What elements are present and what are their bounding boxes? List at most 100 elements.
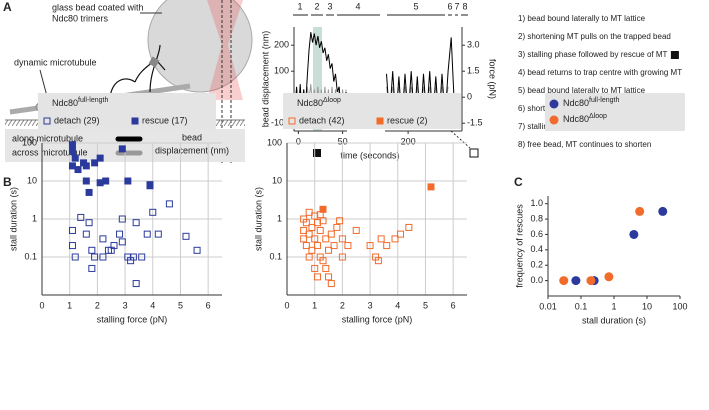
legend-marker <box>376 117 384 125</box>
x-tick-label: 3 <box>368 300 373 310</box>
schematic: glass bead coated with Ndc80 trimers dyn… <box>5 0 253 165</box>
y-tick-label: 100 <box>267 137 282 147</box>
x-tick-label: 50 <box>338 136 348 146</box>
point <box>344 242 352 250</box>
point <box>77 213 85 221</box>
point <box>333 223 341 231</box>
phase-item: 2) shortening MT pulls on the trapped be… <box>518 32 671 41</box>
x-tick-label: 1 <box>611 301 616 311</box>
point <box>313 273 321 281</box>
x-tick-label: 0 <box>284 300 289 310</box>
x-tick-label: 0 <box>296 136 301 146</box>
y-axis-title: stall duration (s) <box>253 187 263 251</box>
point <box>366 242 374 250</box>
phase-item: 4) bead returns to trap centre with grow… <box>518 68 682 77</box>
legend-text: Ndc80full-length <box>563 97 619 108</box>
point <box>102 177 110 185</box>
phase-label: 3 <box>327 1 332 11</box>
y-tick-label: 0.0 <box>530 275 543 285</box>
point <box>99 253 107 261</box>
x-tick-label: 1 <box>312 300 317 310</box>
y-tick-label: 100 <box>274 66 289 76</box>
point <box>377 235 385 243</box>
legend-marker <box>549 99 559 109</box>
y-tick-label: 1.0 <box>530 198 543 208</box>
point <box>74 166 82 174</box>
point <box>322 264 330 272</box>
text-part: Ndc80 <box>297 98 323 108</box>
point <box>604 272 614 282</box>
point <box>559 276 569 286</box>
point <box>319 217 327 225</box>
x-tick-label: 200 <box>401 136 416 146</box>
panel-label: A <box>3 0 12 14</box>
y-tick-label: 0.1 <box>24 251 37 261</box>
point <box>383 242 391 250</box>
point <box>110 242 118 250</box>
superscript: Δloop <box>589 113 607 120</box>
point <box>338 235 346 243</box>
point <box>336 217 344 225</box>
point <box>68 226 76 234</box>
legend-text: rescue (2) <box>387 115 428 125</box>
point <box>99 235 107 243</box>
point <box>308 223 316 231</box>
phase-square <box>670 51 679 59</box>
superscript: full-length <box>78 97 108 104</box>
x-axis-title: stalling force (pN) <box>342 314 413 324</box>
point <box>302 242 310 250</box>
y2-tick-label: 3.0 <box>467 40 480 50</box>
point <box>300 226 308 234</box>
x-tick-label: 1 <box>67 300 72 310</box>
trace <box>386 37 461 124</box>
point <box>427 183 435 191</box>
legend-text: Ndc80Δloop <box>563 113 607 124</box>
text-part: Ndc80 <box>52 98 78 108</box>
point <box>325 246 333 254</box>
point <box>129 253 137 261</box>
point <box>302 219 310 227</box>
phase-item: 8) free bead, MT continues to shorten <box>518 140 651 149</box>
point <box>71 154 79 162</box>
legend-text: Ndc80Δloop <box>297 97 341 108</box>
point <box>68 147 76 155</box>
point <box>319 257 327 265</box>
point <box>300 235 308 243</box>
x-tick-label: 5 <box>178 300 183 310</box>
point <box>391 235 399 243</box>
x-tick-label: 2 <box>340 300 345 310</box>
y2-tick-label: 1.5 <box>467 66 480 76</box>
phase-label: 5 <box>413 1 418 11</box>
point <box>311 235 319 243</box>
stall-shading <box>313 27 322 131</box>
point <box>571 276 581 286</box>
point <box>311 264 319 272</box>
rescue-marker <box>313 149 321 157</box>
y-tick-label: 0.6 <box>530 229 543 239</box>
panel-label: B <box>3 175 12 189</box>
phase-label: 7 <box>454 1 459 11</box>
point <box>143 230 151 238</box>
x-tick-label: 100 <box>672 301 687 311</box>
point <box>116 230 124 238</box>
point <box>405 223 413 231</box>
y2-tick-label: 0 <box>467 92 472 102</box>
x-tick-label: 6 <box>206 300 211 310</box>
point <box>71 253 79 261</box>
point <box>146 182 154 190</box>
laser <box>207 0 243 100</box>
y-axis-title: frequency of rescues <box>514 204 524 288</box>
legend-marker <box>549 115 559 125</box>
point <box>325 273 333 281</box>
x-tick-label: 2 <box>95 300 100 310</box>
point <box>91 253 99 261</box>
point <box>316 226 324 234</box>
quantity-label: displacement (nm) <box>155 145 229 155</box>
point <box>85 188 93 196</box>
point <box>96 154 104 162</box>
phase-item: 1) bead bound laterally to MT lattice <box>518 14 646 23</box>
y-tick-label: 0.4 <box>530 244 543 254</box>
point <box>308 246 316 254</box>
x-axis-title: stalling force (pN) <box>97 314 168 324</box>
